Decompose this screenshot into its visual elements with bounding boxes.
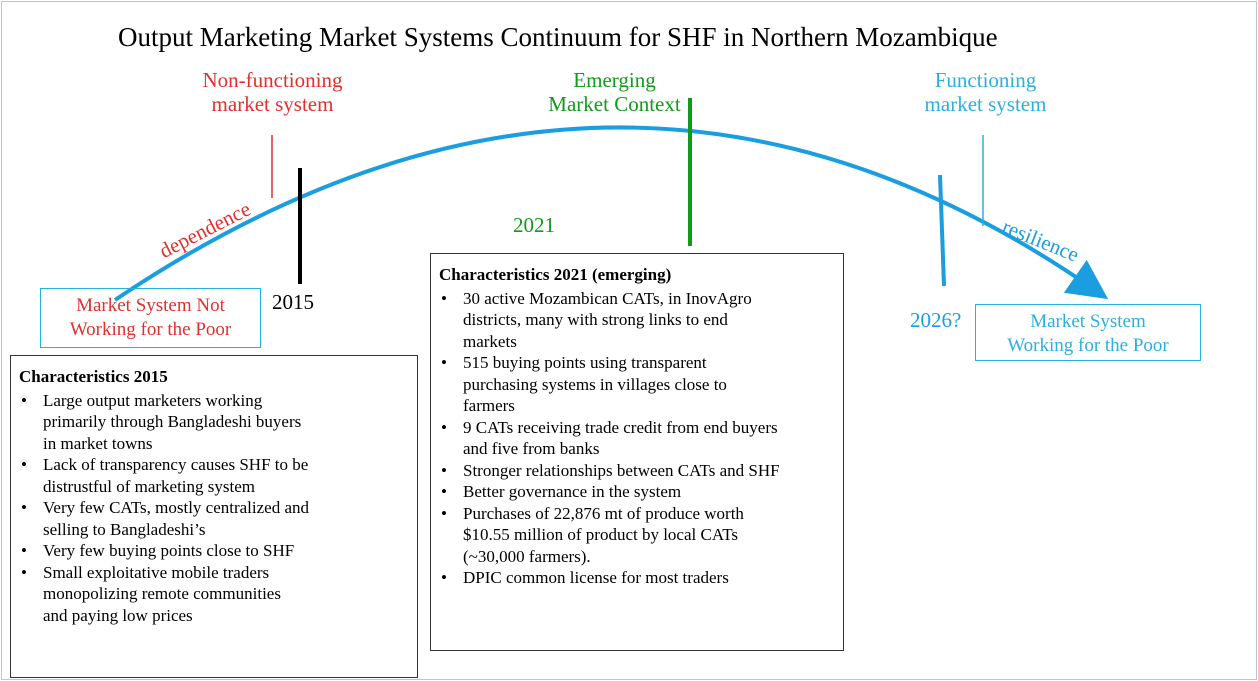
bullet-line: $10.55 million of product by local CATs [463, 525, 739, 544]
stage-label: Functioning market system [883, 68, 1088, 116]
bullet-item: 30 active Mozambican CATs, in InovAgro di… [439, 288, 835, 353]
bullet-line: monopolizing remote communities [43, 584, 281, 603]
stage-label: Non-functioning market system [170, 68, 375, 116]
bullet-item: 515 buying points using transparent purch… [439, 352, 835, 417]
title: Output Marketing Market Systems Continuu… [118, 22, 998, 52]
stage-label: Emerging Market Context [512, 68, 717, 116]
year-label: 2021 [513, 213, 555, 237]
bullet-line: primarily through Bangladeshi buyers [43, 412, 302, 431]
bullet-item: Small exploitative mobile traders monopol… [19, 562, 409, 627]
bullet-item: DPIC common license for most traders [439, 567, 835, 589]
bullet-line: Very few buying points close to SHF [43, 541, 295, 560]
text-line: Market System [1030, 311, 1146, 332]
bullet-line: 30 active Mozambican CATs, in InovAgro [463, 288, 752, 308]
text-line: Non-functioning [202, 68, 343, 92]
continuum-curve [113, 125, 1109, 302]
bullet-line: 9 CATs receiving trade credit from end b… [463, 417, 778, 437]
box-heading: Characteristics 2021 (emerging) [439, 265, 672, 284]
box-heading: Characteristics 2015 [19, 367, 168, 386]
bullet-line: Large output marketers working [43, 390, 263, 410]
text-line: Market Context [548, 92, 681, 117]
bullet-line: farmers [463, 396, 515, 415]
end-box: Market System Not Working for the Poor [40, 288, 261, 348]
text-line: Functioning [934, 68, 1037, 92]
text-line: Working for the Poor [1007, 335, 1169, 356]
end-box: Market System Working for the Poor [975, 304, 1201, 361]
bullet-line: Purchases of 22,876 mt of produce worth [463, 503, 744, 523]
bullet-line: districts, many with strong links to end [463, 310, 728, 329]
text-line: Emerging [573, 68, 656, 92]
bullet-item: 9 CATs receiving trade credit from end b… [439, 417, 835, 460]
bullet-item: Better governance in the system [439, 481, 835, 503]
bullet-item: Very few buying points close to SHF [19, 540, 409, 562]
bullet-line: Better governance in the system [463, 482, 682, 501]
bullet-line: markets [463, 331, 517, 351]
bullet-line: in market towns [43, 433, 153, 453]
characteristics-box: Characteristics 2015 Large output markete… [10, 355, 418, 678]
bullet-item: Stronger relationships between CATs and … [439, 460, 835, 482]
marker-2026 [938, 174, 946, 287]
bullet-line: and paying low prices [43, 605, 193, 625]
bullet-line: Small exploitative mobile traders [43, 562, 270, 582]
characteristics-box: Characteristics 2021 (emerging) 30 active… [430, 253, 844, 651]
bullet-line: Very few CATs, mostly centralized and [43, 498, 310, 517]
text-line: Working for the Poor [69, 319, 232, 340]
bullet-item: Large output marketers working primarily … [19, 390, 409, 455]
curve-label: dependence [155, 197, 254, 263]
bullet-item: Purchases of 22,876 mt of produce worth $… [439, 503, 835, 568]
bullet-line: 515 buying points using transparent [463, 353, 707, 372]
text-line: market system [211, 92, 334, 117]
bullet-item: Very few CATs, mostly centralized and sel… [19, 497, 409, 540]
bullet-line: distrustful of marketing system [43, 476, 256, 496]
bullet-item: Lack of transparency causes SHF to be dis… [19, 454, 409, 497]
bullet-line: Lack of transparency causes SHF to be [43, 455, 309, 474]
text-line: market system [924, 92, 1047, 117]
bullet-line: and five from banks [463, 439, 600, 458]
bullet-line: DPIC common license for most traders [463, 568, 729, 587]
bullet-line: purchasing systems in villages close to [463, 374, 727, 394]
bullet-line: selling to Bangladeshi’s [43, 519, 206, 539]
bullet-line: Stronger relationships between CATs and … [463, 460, 780, 480]
text-line: Market System Not [76, 295, 225, 316]
year-label: 2015 [272, 290, 314, 314]
year-label: 2026? [910, 308, 962, 332]
bullet-line: (~30,000 farmers). [463, 546, 591, 566]
curve-label: resilience [999, 214, 1083, 266]
